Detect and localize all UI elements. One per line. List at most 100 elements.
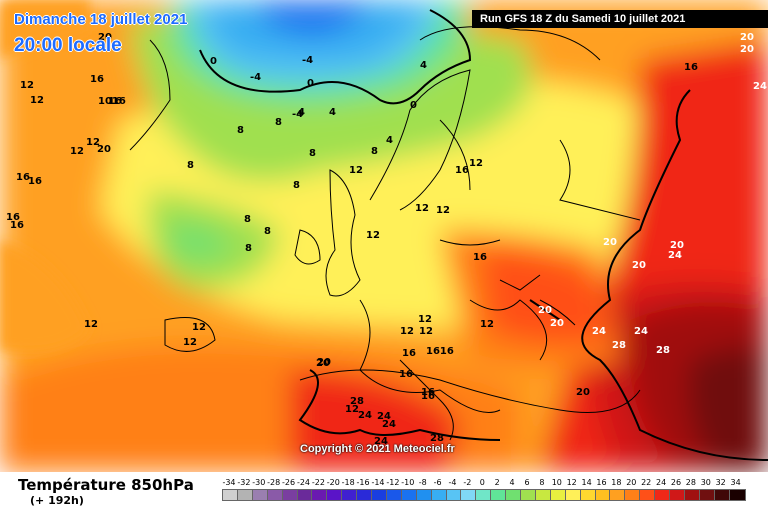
temperature-label: 12 <box>183 337 197 348</box>
temperature-label: 12 <box>192 322 206 333</box>
temperature-label: 16 <box>399 369 413 380</box>
legend-tick: 26 <box>670 478 682 487</box>
legend-tick: 28 <box>685 478 696 487</box>
legend-tick: 20 <box>626 478 637 487</box>
legend-tick: 18 <box>611 478 622 487</box>
temperature-label: 16 <box>6 212 20 223</box>
legend-tick: 30 <box>700 478 711 487</box>
temperature-label: 12 <box>86 137 100 148</box>
legend-tick: -34 <box>222 478 236 487</box>
temperature-label: 16 <box>421 391 435 402</box>
legend-tick: 2 <box>494 478 500 487</box>
parameter-title: Température 850hPa <box>18 476 194 494</box>
temperature-label: -4 <box>302 55 313 66</box>
forecast-date: Dimanche 18 juillet 2021 <box>14 11 188 28</box>
temperature-label: 4 <box>329 107 336 118</box>
legend-tick: -12 <box>386 478 400 487</box>
color-legend: -34 -32 -30 -28 -26 -24 -22 -20 -18 -16 -14 -12 -10-… <box>222 478 752 506</box>
temperature-label: 4 <box>298 107 305 118</box>
temperature-label: -4 <box>292 109 303 120</box>
temperature-label: 20 <box>317 357 331 368</box>
legend-swatch <box>728 489 746 501</box>
temperature-label: 20 <box>603 237 617 248</box>
temperature-label: 24 <box>668 250 682 261</box>
legend-tick: 12 <box>566 478 577 487</box>
temperature-label: 16 <box>28 176 42 187</box>
temperature-label: 24 <box>634 326 648 337</box>
temperature-label: 8 <box>371 146 378 157</box>
legend-tick: 6 <box>524 478 530 487</box>
temperature-label: 20 <box>632 260 646 271</box>
temperature-label: 8 <box>187 160 194 171</box>
temperature-label: 12 <box>345 404 359 415</box>
legend-tick: -10 <box>401 478 415 487</box>
temperature-label: 8 <box>245 243 252 254</box>
temperature-label: 24 <box>374 436 388 447</box>
temperature-label: 28 <box>656 345 670 356</box>
temperature-label: 1616 <box>426 346 454 357</box>
temperature-label: 12 <box>400 326 414 337</box>
legend-tick: -32 <box>237 478 251 487</box>
temperature-label: 20 <box>538 305 552 316</box>
temperature-label: 24 <box>358 410 372 421</box>
temperature-label: 16 <box>455 165 469 176</box>
legend-tick: -26 <box>282 478 296 487</box>
legend-tick: 10 <box>551 478 562 487</box>
legend-tick: -24 <box>296 478 311 487</box>
temperature-label: 4 <box>386 135 393 146</box>
temperature-label: 16 <box>473 252 487 263</box>
legend-tick: -6 <box>433 478 442 487</box>
run-info: Run GFS 18 Z du Samedi 10 juillet 2021 <box>472 10 768 28</box>
temperature-label: 16 <box>16 172 30 183</box>
temperature-label: 4 <box>420 60 427 71</box>
temperature-label: 28 <box>430 433 444 444</box>
temperature-label: 16 <box>90 74 104 85</box>
temperature-label: 12 <box>30 95 44 106</box>
legend-tick: 4 <box>509 478 515 487</box>
temperature-label: 16 <box>421 387 435 398</box>
legend-tick: 16 <box>596 478 607 487</box>
legend-tick: -28 <box>267 478 281 487</box>
temperature-field <box>0 0 768 472</box>
legend-tick: -2 <box>463 478 472 487</box>
coastlines <box>129 26 641 441</box>
temperature-label: 12 <box>349 165 363 176</box>
temperature-label: 20 <box>670 240 684 251</box>
temperature-label: 1016 <box>98 96 126 107</box>
temperature-label: 12 <box>366 230 380 241</box>
temperature-label: 0 <box>410 100 417 111</box>
temperature-label: 24 <box>753 81 767 92</box>
temperature-label: 24 <box>382 419 396 430</box>
temperature-label: 28 <box>350 396 364 407</box>
temperature-label: 8 <box>237 125 244 136</box>
temperature-label: 8 <box>275 117 282 128</box>
temperature-label: 12 <box>84 319 98 330</box>
temperature-label: 8 <box>264 226 271 237</box>
temperature-label: 20 <box>740 32 754 43</box>
forecast-time: 20:00 locale <box>14 35 122 56</box>
legend-tick: 0 <box>479 478 485 487</box>
temperature-label: 12 <box>480 319 494 330</box>
temperature-label: 28 <box>612 340 626 351</box>
temperature-label: 16 <box>108 96 122 107</box>
legend-tick: 32 <box>715 478 726 487</box>
temperature-label: 0 <box>210 56 217 67</box>
temperature-label: 20 <box>98 32 112 43</box>
temperature-label: 12 <box>20 80 34 91</box>
temperature-label: 16 <box>684 62 698 73</box>
temperature-label: 8 <box>309 148 316 159</box>
legend-tick: 8 <box>539 478 545 487</box>
legend-tick: 14 <box>581 478 592 487</box>
legend-tick: -22 <box>311 478 325 487</box>
temperature-label: 20 <box>97 144 111 155</box>
legend-tick: 24 <box>656 478 667 487</box>
temperature-label: 20 <box>316 358 330 369</box>
temperature-label: 12 <box>70 146 84 157</box>
isotherms <box>199 9 768 461</box>
temperature-label: 16 <box>402 348 416 359</box>
legend-tick: -14 <box>371 478 385 487</box>
temperature-label: 12 <box>418 314 432 325</box>
temperature-label: 12 <box>415 203 429 214</box>
